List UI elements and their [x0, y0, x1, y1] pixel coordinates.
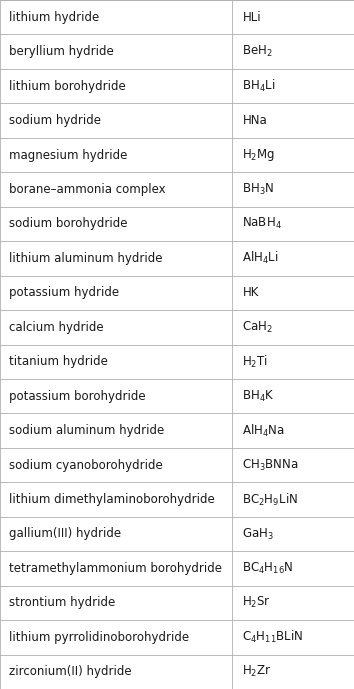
- Text: H$_2$Zr: H$_2$Zr: [242, 664, 272, 679]
- Text: tetramethylammonium borohydride: tetramethylammonium borohydride: [9, 562, 222, 575]
- Text: lithium borohydride: lithium borohydride: [9, 80, 126, 92]
- Text: NaBH$_4$: NaBH$_4$: [242, 216, 282, 232]
- Text: strontium hydride: strontium hydride: [9, 597, 115, 609]
- Text: H$_2$Sr: H$_2$Sr: [242, 595, 272, 610]
- Text: C$_4$H$_{11}$BLiN: C$_4$H$_{11}$BLiN: [242, 629, 304, 646]
- Text: titanium hydride: titanium hydride: [9, 356, 108, 368]
- Text: HLi: HLi: [242, 11, 261, 23]
- Text: beryllium hydride: beryllium hydride: [9, 45, 114, 58]
- Text: lithium hydride: lithium hydride: [9, 11, 99, 23]
- Text: AlH$_4$Na: AlH$_4$Na: [242, 422, 285, 439]
- Text: GaH$_3$: GaH$_3$: [242, 526, 274, 542]
- Text: lithium pyrrolidinoborohydride: lithium pyrrolidinoborohydride: [9, 631, 189, 644]
- Text: BeH$_2$: BeH$_2$: [242, 44, 273, 59]
- Text: BH$_4$K: BH$_4$K: [242, 389, 275, 404]
- Text: lithium dimethylaminoborohydride: lithium dimethylaminoborohydride: [9, 493, 215, 506]
- Text: sodium aluminum hydride: sodium aluminum hydride: [9, 424, 164, 437]
- Text: sodium hydride: sodium hydride: [9, 114, 101, 127]
- Text: potassium hydride: potassium hydride: [9, 287, 119, 299]
- Text: sodium borohydride: sodium borohydride: [9, 218, 127, 230]
- Text: zirconium(II) hydride: zirconium(II) hydride: [9, 666, 131, 678]
- Text: BC$_4$H$_{16}$N: BC$_4$H$_{16}$N: [242, 561, 294, 576]
- Text: borane–ammonia complex: borane–ammonia complex: [9, 183, 165, 196]
- Text: calcium hydride: calcium hydride: [9, 321, 103, 333]
- Text: CH$_3$BNNa: CH$_3$BNNa: [242, 457, 299, 473]
- Text: CaH$_2$: CaH$_2$: [242, 320, 273, 335]
- Text: sodium cyanoborohydride: sodium cyanoborohydride: [9, 459, 162, 471]
- Text: gallium(III) hydride: gallium(III) hydride: [9, 528, 121, 540]
- Text: H$_2$Ti: H$_2$Ti: [242, 353, 268, 370]
- Text: potassium borohydride: potassium borohydride: [9, 390, 145, 402]
- Text: magnesium hydride: magnesium hydride: [9, 149, 127, 161]
- Text: HK: HK: [242, 287, 259, 299]
- Text: H$_2$Mg: H$_2$Mg: [242, 147, 275, 163]
- Text: BH$_4$Li: BH$_4$Li: [242, 78, 276, 94]
- Text: AlH$_4$Li: AlH$_4$Li: [242, 250, 279, 267]
- Text: HNa: HNa: [242, 114, 267, 127]
- Text: BH$_3$N: BH$_3$N: [242, 182, 275, 197]
- Text: BC$_2$H$_9$LiN: BC$_2$H$_9$LiN: [242, 491, 298, 508]
- Text: lithium aluminum hydride: lithium aluminum hydride: [9, 252, 162, 265]
